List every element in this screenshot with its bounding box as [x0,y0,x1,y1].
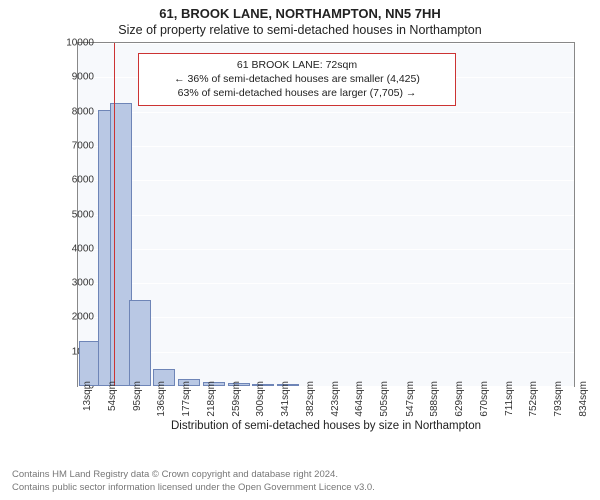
x-tick-label: 711sqm [504,381,515,416]
x-tick-label: 423sqm [330,381,341,417]
x-tick-label: 670sqm [479,381,490,417]
x-tick-label: 629sqm [454,381,465,417]
x-tick-label: 341sqm [280,381,291,417]
x-tick-label: 13sqm [82,381,93,411]
y-tick-label: 5000 [44,209,94,220]
gridline-h [78,352,574,353]
y-tick-label: 6000 [44,175,94,186]
x-tick-label: 259sqm [231,381,242,417]
x-tick-label: 300sqm [255,381,266,417]
x-tick-label: 218sqm [206,381,217,417]
annotation-line: 61 BROOK LANE: 72sqm [147,58,447,72]
x-tick-label: 136sqm [156,381,167,417]
x-tick-label: 382sqm [305,381,316,417]
x-tick-label: 752sqm [528,381,539,417]
gridline-h [78,215,574,216]
y-tick-label: 3000 [44,278,94,289]
gridline-h [78,112,574,113]
histogram-bar [129,300,151,386]
annotation-box: 61 BROOK LANE: 72sqm← 36% of semi-detach… [138,53,456,106]
gridline-h [78,146,574,147]
y-tick-label: 2000 [44,312,94,323]
annotation-line: ← 36% of semi-detached houses are smalle… [147,72,447,86]
copyright-footer: Contains HM Land Registry data © Crown c… [12,469,375,494]
gridline-h [78,317,574,318]
gridline-h [78,283,574,284]
page-title: 61, BROOK LANE, NORTHAMPTON, NN5 7HH [0,0,600,21]
gridline-h [78,249,574,250]
chart-container: Number of semi-detached properties 01000… [55,42,575,412]
footer-line-2: Contains public sector information licen… [12,482,375,494]
x-tick-label: 505sqm [379,381,390,417]
annotation-line: 63% of semi-detached houses are larger (… [147,86,447,100]
x-tick-label: 464sqm [354,381,365,417]
footer-line-1: Contains HM Land Registry data © Crown c… [12,469,375,481]
y-tick-label: 10000 [44,38,94,49]
x-axis-title: Distribution of semi-detached houses by … [77,420,575,432]
y-tick-label: 8000 [44,106,94,117]
page-subtitle: Size of property relative to semi-detach… [0,21,600,37]
y-tick-label: 7000 [44,140,94,151]
x-tick-label: 177sqm [181,381,192,417]
gridline-h [78,43,574,44]
x-tick-label: 588sqm [429,381,440,417]
y-tick-label: 9000 [44,72,94,83]
x-tick-label: 793sqm [553,381,564,417]
marker-line [114,43,116,386]
plot-area: 0100020003000400050006000700080009000100… [77,42,575,387]
x-tick-label: 834sqm [578,381,589,417]
x-tick-label: 54sqm [107,381,118,411]
gridline-h [78,180,574,181]
y-tick-label: 4000 [44,243,94,254]
x-tick-label: 95sqm [132,381,143,411]
x-tick-label: 547sqm [405,381,416,417]
gridline-h [78,386,574,387]
